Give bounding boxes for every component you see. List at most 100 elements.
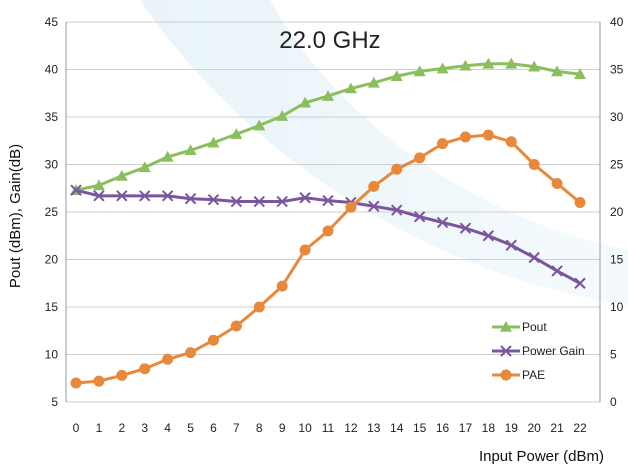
legend-item: Power Gain [492, 344, 585, 358]
right-tick-label: 0 [610, 395, 617, 409]
data-point [162, 353, 174, 365]
data-point [551, 178, 563, 189]
x-tick-label: 0 [73, 421, 80, 435]
data-point-stroke [276, 195, 288, 208]
data-point [528, 159, 540, 170]
data-point [70, 184, 82, 196]
data-point [414, 152, 426, 164]
data-point [500, 369, 512, 381]
data-point [459, 59, 472, 71]
data-point [139, 190, 151, 202]
data-point [70, 377, 82, 389]
left-tick-label: 15 [45, 300, 59, 314]
data-point-stroke [184, 192, 197, 205]
data-point [299, 192, 311, 204]
legend-item: Pout [492, 320, 547, 334]
data-point [436, 216, 449, 229]
x-tick-label: 14 [390, 421, 404, 435]
data-point [299, 244, 311, 256]
series-power-gain [70, 184, 586, 289]
data-point-stroke [482, 230, 495, 242]
data-point-stroke [93, 190, 105, 202]
data-point-stroke [139, 190, 151, 202]
series-pae [70, 129, 586, 389]
data-point-stroke [574, 277, 586, 289]
data-point [322, 225, 334, 237]
data-point [413, 211, 426, 223]
data-point [207, 136, 220, 148]
y-axis-label: Pout (dBm), Gain(dB) [7, 144, 24, 288]
x-tick-label: 7 [233, 421, 240, 435]
data-point-stroke [253, 195, 265, 208]
data-point-stroke [299, 192, 311, 204]
data-point [528, 251, 540, 264]
data-point [93, 190, 105, 202]
data-point [528, 60, 541, 72]
data-point [230, 128, 243, 139]
data-point [505, 239, 517, 251]
x-tick-label: 6 [210, 421, 217, 435]
left-tick-label: 25 [45, 205, 59, 219]
x-tick-label: 15 [413, 421, 427, 435]
data-point [253, 119, 266, 131]
data-point [185, 347, 197, 359]
data-point [482, 230, 495, 242]
data-point [115, 169, 128, 181]
data-point [345, 201, 357, 213]
x-tick-label: 8 [256, 421, 263, 435]
left-tick-label: 45 [45, 15, 59, 29]
data-point [436, 62, 449, 74]
data-point [276, 195, 288, 208]
data-point-stroke [551, 265, 563, 277]
data-point [391, 163, 403, 175]
data-point-stroke [500, 345, 512, 357]
data-point [161, 190, 174, 202]
x-tick-label: 10 [298, 421, 312, 435]
data-point-stroke [505, 239, 517, 251]
data-point-stroke [70, 184, 82, 196]
right-tick-label: 5 [610, 348, 617, 362]
data-point [92, 179, 105, 191]
data-point [184, 192, 197, 205]
x-tick-label: 11 [322, 421, 335, 435]
left-tick-label: 5 [51, 395, 58, 409]
data-point [391, 204, 403, 216]
data-point-stroke [207, 193, 220, 206]
left-tick-label: 30 [45, 158, 59, 172]
data-point [299, 96, 312, 108]
data-point-stroke [230, 195, 243, 208]
data-point [459, 131, 471, 143]
data-point [500, 321, 512, 332]
x-tick-label: 13 [367, 421, 381, 435]
left-tick-label: 10 [45, 348, 59, 362]
right-tick-label: 40 [610, 15, 624, 29]
right-axis-ticks: 0 5 10 15 20 25 30 35 40 [610, 15, 624, 409]
data-point [413, 65, 426, 77]
data-point [253, 301, 265, 313]
data-point-stroke [459, 222, 472, 234]
right-tick-label: 35 [610, 63, 624, 77]
data-point-stroke [436, 216, 449, 229]
x-tick-label: 20 [528, 421, 542, 435]
grid [65, 21, 601, 403]
left-tick-label: 35 [45, 110, 59, 124]
left-axis-ticks: 5 10 15 20 25 30 35 40 45 [45, 15, 59, 409]
data-point [322, 194, 334, 207]
right-tick-label: 15 [610, 253, 624, 267]
x-tick-label: 19 [505, 421, 519, 435]
data-point [93, 375, 105, 387]
data-point [482, 57, 495, 69]
data-point [139, 363, 151, 375]
x-tick-label: 3 [141, 421, 148, 435]
x-tick-label: 1 [96, 421, 103, 435]
x-axis-ticks: 0 1 2 3 4 5 6 7 8 9 10 11 12 13 14 15 16 17 18 19 20 21 22 [73, 421, 587, 435]
data-point [551, 265, 563, 277]
left-tick-label: 20 [45, 253, 59, 267]
data-point-stroke [528, 251, 540, 264]
data-point [276, 280, 288, 292]
data-point [230, 320, 242, 332]
data-point [574, 277, 586, 289]
x-tick-label: 17 [459, 421, 473, 435]
x-axis-label: Input Power (dBm) [479, 448, 604, 465]
